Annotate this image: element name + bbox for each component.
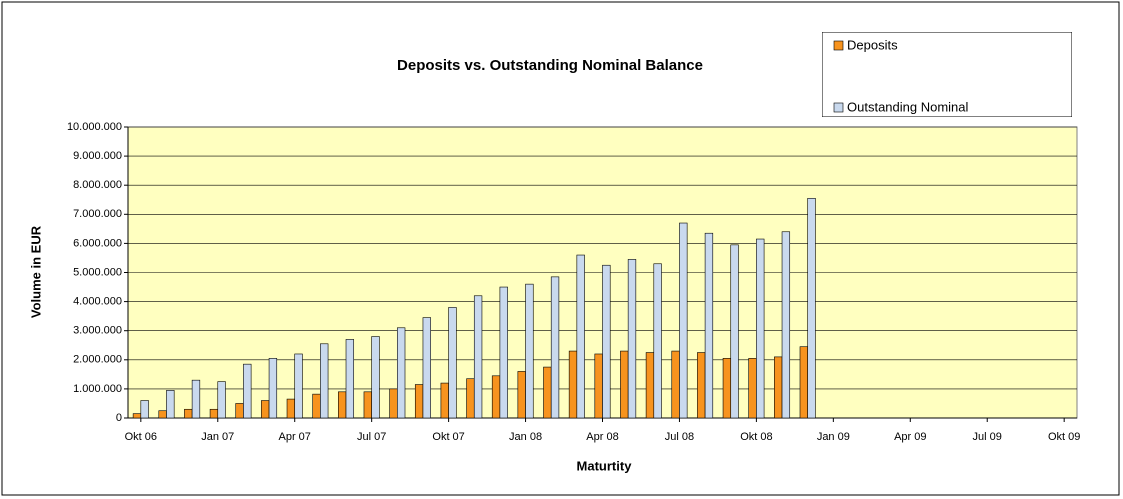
bar: [517, 371, 526, 419]
bar: [550, 276, 560, 419]
bar: [473, 295, 483, 419]
bar: [697, 352, 706, 419]
bar: [543, 366, 552, 419]
bar: [320, 343, 329, 419]
bar: [184, 408, 193, 419]
y-tick-label: 2.000.000: [73, 354, 122, 366]
y-tick-label: 10.000.000: [67, 121, 122, 133]
bar: [491, 375, 501, 419]
bar: [525, 283, 534, 419]
bar: [568, 350, 578, 419]
bar: [594, 353, 603, 419]
bar: [345, 339, 355, 419]
bar: [781, 231, 791, 419]
bar: [602, 264, 611, 419]
x-tick-label: Okt 07: [432, 431, 464, 443]
legend-swatch: [833, 40, 844, 51]
bar: [576, 254, 585, 419]
x-tick-label: Jul 08: [665, 431, 694, 443]
bar: [414, 384, 424, 419]
bar: [620, 350, 629, 419]
legend-label: Deposits: [847, 37, 898, 52]
bar: [671, 350, 680, 419]
x-tick-label: Okt 06: [125, 431, 157, 443]
bar: [774, 356, 783, 419]
y-tick-label: 5.000.000: [73, 266, 122, 278]
bar: [235, 403, 244, 419]
bar: [807, 197, 816, 419]
x-tick-label: Jan 09: [817, 431, 850, 443]
bar: [645, 352, 655, 419]
x-tick-label: Okt 09: [1048, 431, 1080, 443]
x-tick-label: Jan 08: [509, 431, 542, 443]
x-tick-label: Jul 09: [973, 431, 1002, 443]
y-axis-title: Volume in EUR: [28, 225, 43, 318]
bar: [294, 353, 303, 419]
bar: [627, 259, 637, 419]
y-tick-label: 0: [116, 412, 122, 424]
bar: [268, 358, 278, 419]
bar: [422, 317, 431, 419]
y-tick-label: 9.000.000: [73, 150, 122, 162]
y-tick-label: 8.000.000: [73, 179, 122, 191]
bar: [243, 363, 252, 419]
y-tick-label: 3.000.000: [73, 325, 122, 337]
bar: [312, 393, 321, 419]
bar: [499, 286, 508, 419]
bar: [448, 307, 457, 419]
x-tick-label: Okt 08: [740, 431, 772, 443]
bar: [158, 410, 167, 419]
bar: [166, 390, 175, 419]
y-tick-label: 7.000.000: [73, 208, 122, 220]
y-tick-label: 6.000.000: [73, 237, 122, 249]
bar: [722, 358, 732, 419]
legend: Deposits Outstanding Nominal: [822, 32, 1072, 117]
legend-swatch: [833, 102, 844, 113]
bar: [730, 244, 739, 419]
x-tick-label: Apr 09: [894, 431, 926, 443]
y-tick-label: 1.000.000: [73, 383, 122, 395]
bar: [371, 336, 380, 419]
bar: [756, 238, 765, 419]
bar: [217, 381, 226, 419]
chart-title: Deposits vs. Outstanding Nominal Balance: [397, 57, 703, 74]
bar: [440, 382, 449, 419]
bar: [466, 378, 475, 419]
bar: [389, 388, 398, 419]
bar: [338, 391, 347, 419]
bar: [748, 358, 757, 419]
bar: [132, 413, 142, 419]
legend-label: Outstanding Nominal: [847, 99, 969, 114]
bar: [209, 408, 219, 419]
bar: [653, 263, 662, 419]
bar: [261, 400, 270, 419]
bar: [191, 379, 201, 419]
bar: [363, 391, 372, 419]
x-tick-label: Apr 07: [279, 431, 311, 443]
bar: [140, 400, 149, 419]
y-tick-label: 4.000.000: [73, 296, 122, 308]
x-tick-label: Jul 07: [357, 431, 386, 443]
x-axis-title: Maturtity: [577, 458, 633, 473]
bar: [286, 398, 296, 419]
x-tick-label: Jan 07: [201, 431, 234, 443]
bar: [799, 346, 808, 419]
bar: [679, 222, 688, 419]
x-tick-label: Apr 08: [586, 431, 618, 443]
bar: [704, 232, 714, 419]
bar: [397, 327, 406, 419]
legend-box: [822, 32, 1072, 117]
